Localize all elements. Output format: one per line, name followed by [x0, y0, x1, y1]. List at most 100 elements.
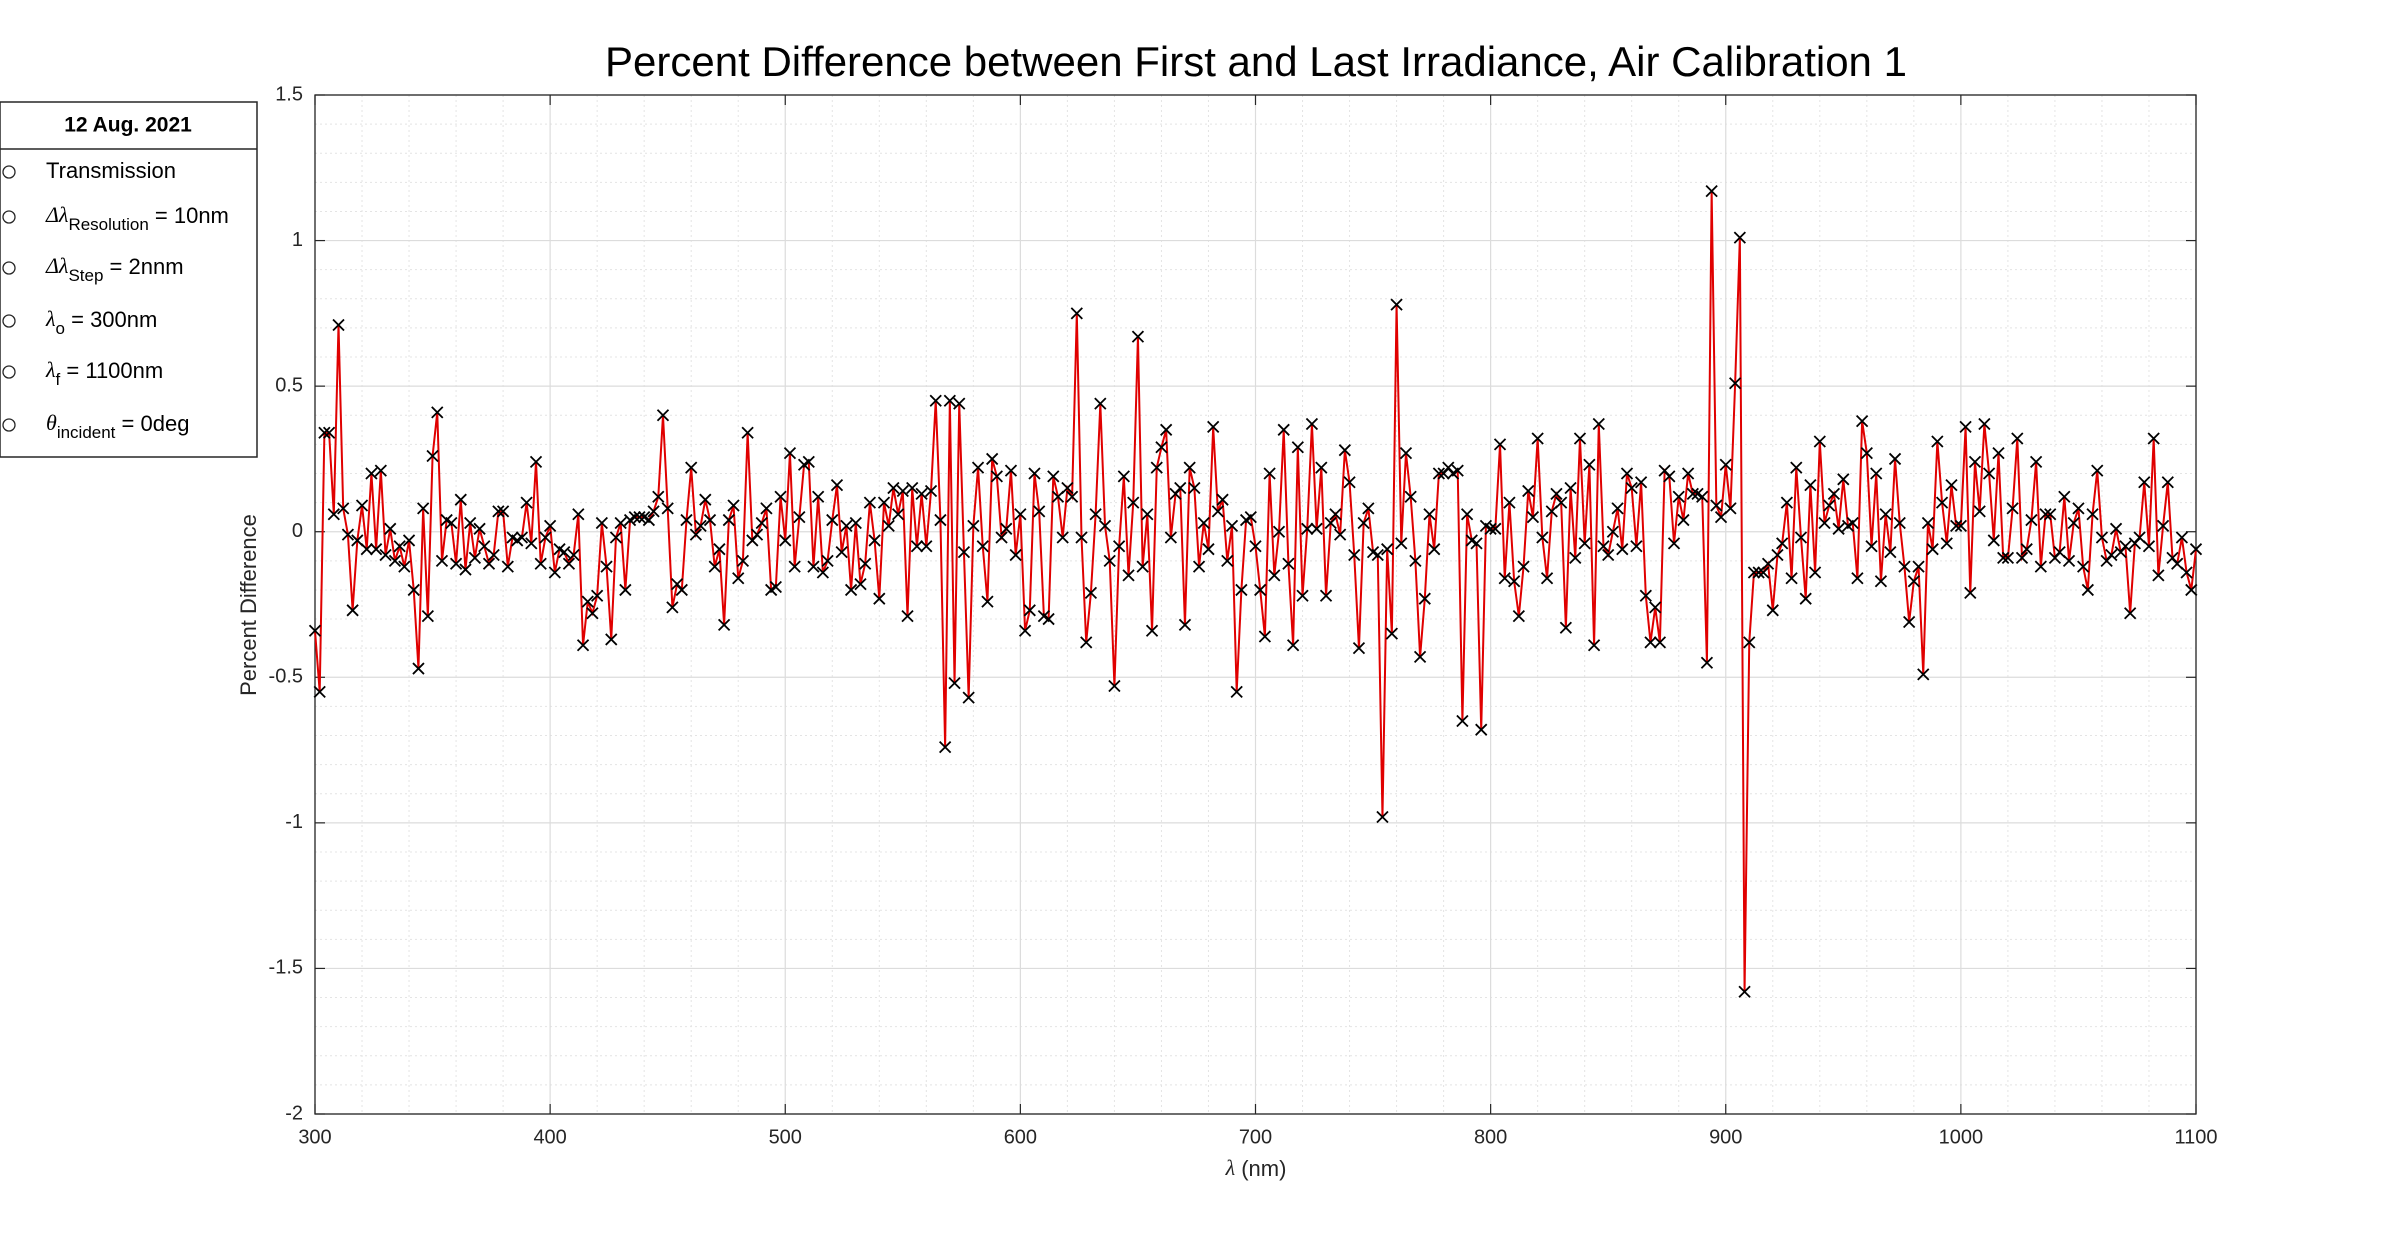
data-marker [703, 513, 717, 527]
data-marker [1470, 537, 1483, 550]
data-marker [1244, 511, 1257, 524]
data-marker [1084, 586, 1098, 599]
data-marker [1094, 397, 1107, 410]
data-marker [1493, 438, 1507, 451]
data-marker [1931, 435, 1944, 448]
info-box-marker [2, 261, 16, 275]
data-marker [699, 493, 712, 506]
data-marker [1700, 656, 1714, 669]
data-marker [1973, 505, 1986, 518]
data-marker [1174, 481, 1187, 495]
data-marker [981, 595, 994, 608]
data-marker [1907, 575, 1920, 588]
data-marker [1282, 557, 1295, 570]
data-marker [322, 426, 336, 439]
data-marker [2044, 508, 2057, 521]
data-marker [327, 508, 340, 521]
data-marker [962, 691, 975, 704]
data-marker [840, 519, 853, 533]
info-box-text: = 1100nm [60, 358, 163, 383]
data-marker [1578, 537, 1591, 550]
data-marker [1681, 467, 1695, 480]
data-marker [675, 583, 688, 597]
data-marker [717, 618, 731, 632]
data-marker [1409, 554, 1422, 567]
data-marker [1667, 537, 1681, 550]
data-marker [1780, 496, 1794, 509]
data-marker [402, 534, 416, 547]
data-marker [1865, 540, 1878, 553]
data-marker [1583, 458, 1596, 471]
data-marker [929, 394, 942, 407]
data-marker [1277, 423, 1290, 436]
data-marker [2189, 543, 2203, 556]
info-box-text: Transmission [46, 158, 176, 183]
data-marker [1997, 551, 2010, 565]
data-marker [1268, 569, 1281, 582]
data-marker [2161, 476, 2174, 489]
data-marker [1381, 543, 1394, 556]
data-marker [1160, 423, 1173, 436]
data-marker [1301, 522, 1314, 535]
data-marker [1823, 499, 1836, 512]
data-marker [816, 566, 830, 579]
data-marker [1352, 642, 1366, 655]
data-marker [1089, 508, 1102, 521]
data-marker [1776, 537, 1789, 550]
data-marker [1489, 522, 1502, 535]
data-marker [666, 601, 679, 614]
data-marker [1376, 810, 1389, 824]
data-marker [318, 426, 331, 439]
data-marker [543, 519, 557, 533]
data-marker [384, 522, 397, 535]
data-marker [722, 513, 735, 527]
data-marker [341, 528, 355, 541]
data-marker [1573, 432, 1587, 445]
data-marker [1837, 473, 1850, 486]
data-marker [868, 534, 881, 547]
chart-title: Percent Difference between First and Las… [605, 38, 1907, 85]
info-box-entry: λf = 1100nm [45, 357, 163, 389]
data-marker [1663, 470, 1676, 483]
data-marker [1945, 478, 1958, 492]
data-marker [887, 481, 900, 495]
data-marker [1705, 184, 1718, 198]
data-marker [680, 513, 693, 527]
data-marker [1921, 516, 1935, 530]
data-marker [1221, 554, 1234, 567]
data-marker [2086, 508, 2099, 521]
data-marker [1117, 470, 1130, 483]
data-marker [1808, 566, 1822, 579]
data-marker [628, 511, 641, 524]
data-marker [412, 662, 425, 675]
data-marker [835, 545, 848, 559]
data-marker [1390, 298, 1403, 311]
data-marker [924, 484, 938, 498]
data-marker [1743, 636, 1756, 649]
info-box-subscript: Resolution [68, 215, 148, 234]
data-marker [1136, 560, 1149, 573]
data-marker [1098, 519, 1112, 533]
data-marker [1451, 464, 1464, 477]
data-marker [1677, 513, 1690, 527]
data-marker [534, 557, 547, 570]
data-marker [1531, 432, 1544, 445]
info-box-entry: ΔλResolution = 10nm [45, 202, 229, 234]
data-marker [995, 531, 1008, 544]
info-box: 12 Aug. 2021 Transmission ΔλResolution = … [0, 101, 258, 458]
data-marker [1197, 516, 1210, 530]
data-marker [337, 502, 350, 515]
data-marker [1888, 452, 1902, 466]
data-marker [1047, 470, 1060, 483]
data-marker [1460, 508, 1474, 521]
x-axis-label-text: (nm) [1235, 1156, 1286, 1181]
data-marker [859, 557, 872, 570]
info-box-marker [2, 210, 16, 224]
data-marker [783, 446, 797, 460]
data-marker [882, 519, 895, 533]
x-tick-label: 400 [533, 1126, 566, 1148]
data-marker [2077, 560, 2090, 573]
data-marker [454, 493, 467, 506]
data-marker [1155, 441, 1168, 454]
data-marker [891, 508, 905, 521]
